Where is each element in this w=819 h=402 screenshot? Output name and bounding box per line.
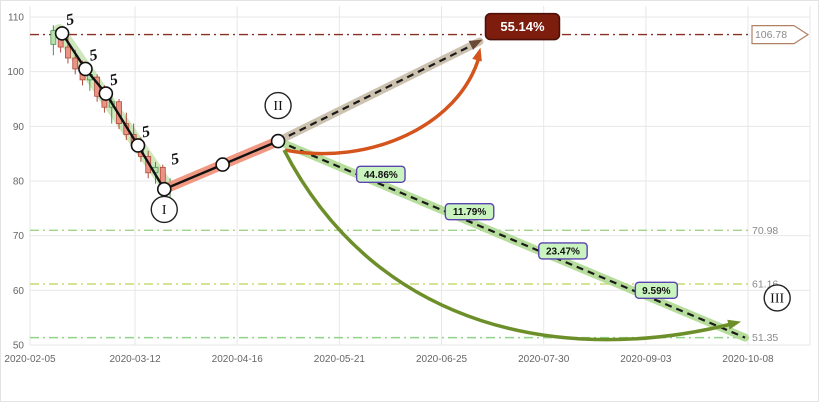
pivot-point [215,157,230,172]
target-probability-label: 55.14% [500,19,545,34]
phase-label: III [770,291,784,306]
wave-marker: 5 [108,71,119,89]
x-axis-tick: 2020-07-30 [518,354,570,365]
phase-circle [264,91,292,120]
pivot-point [130,138,146,153]
phase-circle [763,284,791,312]
x-axis-tick: 2020-06-25 [416,354,468,365]
wave-marker: 5 [169,150,180,168]
probability-pill [634,281,679,299]
x-axis-tick: 2020-05-21 [314,354,366,365]
y-axis-tick: 50 [13,341,25,352]
y-axis-tick: 60 [13,286,25,297]
candle [50,30,57,45]
pivot-point [156,181,172,197]
y-axis-tick: 80 [13,177,25,188]
phase-label: I [162,203,167,218]
probability-pill-label: 23.47% [546,246,580,257]
candle [72,57,79,70]
target-probability-box [484,12,561,41]
y-axis-tick: 100 [7,67,24,78]
x-axis-tick: 2020-03-12 [109,354,161,365]
pivot-point [78,61,93,77]
probability-pill [444,202,495,221]
up-forecast-dashed-line [277,40,480,143]
pivot-point [98,86,114,101]
wave-marker: 5 [88,47,99,65]
candle [65,46,71,59]
y-axis-tick: 90 [13,122,25,133]
probability-pill-label: 44.86% [364,170,398,181]
level-label: 106.78 [755,29,787,41]
phase-label: II [273,99,283,114]
pivot-point [54,26,70,41]
pivot-point [270,133,286,149]
x-axis-tick: 2020-02-05 [4,354,56,365]
level-label: 51.35 [752,332,778,344]
wave-marker: 5 [140,123,151,141]
down-probability-curve [282,149,734,342]
down-forecast-dashed-line [277,140,746,339]
arrowhead [472,47,482,62]
probability-pill-label: 9.59% [642,286,670,297]
phase-circle [150,195,178,224]
x-axis-tick: 2020-09-03 [620,354,672,365]
arrowhead [468,39,483,50]
up-probability-curve [284,55,482,156]
y-axis-tick: 110 [8,13,24,24]
probability-pill [355,165,406,184]
probability-pill-label: 11.79% [453,207,486,218]
x-axis-tick: 2020-04-16 [212,354,264,365]
level-price-tag [751,25,810,45]
wave-marker: 5 [64,11,75,29]
arrowhead [727,319,742,330]
y-axis-tick: 70 [13,231,25,242]
level-label: 70.98 [752,225,778,237]
x-axis-tick: 2020-10-08 [722,354,774,365]
probability-pill [538,242,588,260]
